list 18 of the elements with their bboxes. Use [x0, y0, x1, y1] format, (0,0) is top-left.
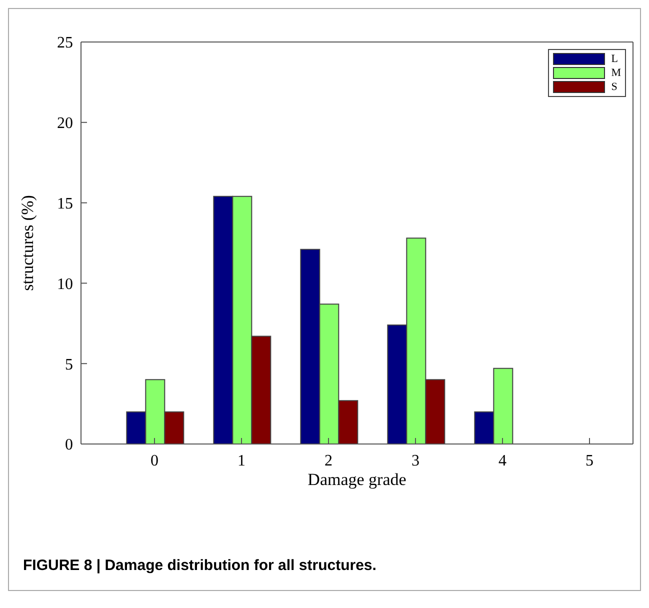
- y-tick-label: 10: [57, 276, 73, 293]
- y-tick-label: 25: [57, 34, 73, 52]
- y-tick-label: 20: [57, 115, 73, 132]
- legend-label: S: [611, 81, 618, 93]
- legend-label: M: [611, 67, 621, 79]
- y-tick-label: 0: [65, 436, 73, 454]
- x-axis-title: Damage grade: [308, 470, 406, 489]
- x-tick-label: 2: [324, 452, 332, 470]
- x-tick-label: 1: [238, 452, 246, 470]
- x-tick-label: 0: [150, 452, 158, 470]
- caption: FIGURE 8 | Damage distribution for all structures.: [22, 556, 378, 576]
- y-tick-label: 15: [57, 195, 73, 212]
- legend-label: L: [611, 53, 618, 65]
- y-axis-title: structures (%): [18, 195, 38, 291]
- x-tick-label: 4: [498, 452, 506, 470]
- y-tick-label: 5: [65, 356, 73, 374]
- x-tick-label: 5: [586, 452, 594, 470]
- x-tick-label: 3: [412, 452, 420, 470]
